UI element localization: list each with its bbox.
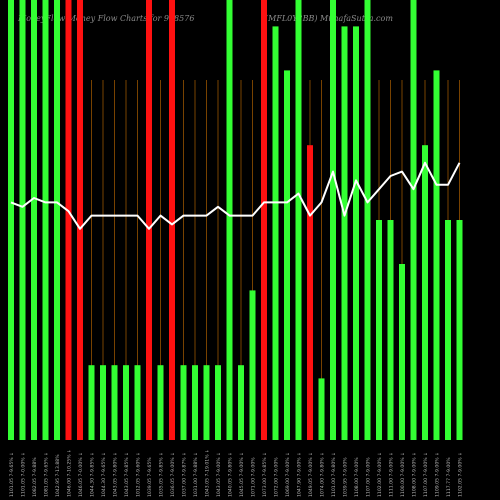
bar [272, 26, 279, 441]
price-line-layer [10, 161, 461, 230]
bar [157, 365, 164, 440]
bar [123, 365, 129, 440]
price-line [10, 161, 461, 230]
bar [180, 365, 187, 440]
x-tick-label: 1042.95 7-13.88% [55, 454, 61, 497]
x-tick-label: 1111.00 7-9.00% ↓ [389, 452, 395, 497]
bar [422, 145, 428, 440]
x-tick-label: 1045.05 7-9.00% ↓ [239, 452, 245, 497]
x-tick-label: 1046.05 7-0.00% ↓ [78, 452, 84, 497]
x-tick-label: 1108.00 7-9.00% ↓ [412, 452, 418, 497]
bar [261, 0, 267, 440]
bar [307, 145, 313, 440]
x-tick-label: 1044.30 7-9.85% ↓ [90, 452, 96, 497]
x-tick-label: 1101.00 7-9.80% ↓ [331, 452, 337, 497]
bar [146, 0, 152, 440]
x-tick-label: 1101.05 7-9.65% ↓ [9, 452, 15, 497]
x-tick-label: 1035.05 7-9.85% ↓ [159, 452, 165, 497]
x-tick-label: 1109.05 7-9.00% ↓ [435, 452, 441, 497]
x-tick-label: 1043.05 7-9.85% ↓ [124, 452, 130, 497]
x-tick-label: 1031.00 7-9.88% ↓ [193, 452, 199, 497]
bar [284, 70, 290, 441]
bar [54, 0, 60, 440]
bar [226, 0, 233, 440]
bar [330, 0, 336, 440]
x-tick-label: 1039.05 7-9.65% [147, 457, 153, 497]
x-tick-label: 1043.05 7-19.01% ↓ [205, 449, 211, 497]
bar [65, 0, 72, 440]
bar [353, 26, 359, 441]
chart-title-right: (MFL0Y2BB) MunafaSutra.com [265, 14, 393, 23]
bar [169, 0, 175, 440]
bar [100, 365, 106, 440]
x-tick-label: 1101.05 7-0.00% ↓ [21, 452, 27, 497]
x-tick-label: 1081.05 7-9.65% ↓ [44, 452, 50, 497]
x-tick-label: 1102.00 7-9.00% ↓ [377, 452, 383, 497]
x-tick-label: 1107.00 7-9.00% ↓ [423, 452, 429, 497]
bar [31, 0, 37, 440]
bar [8, 0, 14, 440]
bar [399, 264, 405, 440]
bar [341, 26, 348, 441]
x-tick-label: 1037.00 7-9.87% ↓ [182, 452, 188, 497]
x-tick-label: 1043.05 7-9.00% ↓ [216, 452, 222, 497]
bars [8, 0, 463, 441]
bar [19, 0, 26, 440]
x-tick-label: 1117.77 7-9.00% [446, 457, 452, 497]
x-tick-label: 1108.00 7-9.00% [354, 457, 360, 497]
bar [192, 365, 198, 440]
bar [134, 365, 141, 440]
x-tick-labels: 1101.05 7-9.65% ↓ 1101.05 7-0.00% ↓ 1082.0… [9, 449, 464, 497]
bar [433, 70, 440, 441]
bar [410, 0, 417, 440]
bar [318, 378, 325, 440]
x-tick-label: 1072.00 7-9.00% [274, 457, 280, 497]
bar [445, 220, 451, 440]
bar [88, 365, 95, 440]
x-tick-label: 1073.00 7-9.85% ↓ [262, 452, 268, 497]
x-tick-label: 1040.05 7-9.80% ↓ [228, 452, 234, 497]
bar [42, 0, 49, 440]
x-tick-label: 1044.30 7-9.65% ↓ [101, 452, 107, 497]
bar [295, 0, 302, 440]
x-tick-label: 1107.00 7-9.00% [366, 457, 372, 497]
x-tick-label: 1043.05 7-9.80% ↓ [113, 452, 119, 497]
bar [238, 365, 244, 440]
x-tick-label: 1074.00 7-9.80% ↓ [320, 452, 326, 497]
bar [77, 0, 83, 440]
x-tick-label: 1036.05 7-9.00% ↓ [170, 452, 176, 497]
x-tick-label: 1046.00 7-10.25% ↓ [67, 449, 73, 497]
x-tick-label: 1047.90 7-9.00% ↓ [297, 452, 303, 497]
x-tick-label: 1049.05 7-9.00% ↓ [308, 452, 314, 497]
x-tick-label: 1039.95 7-9.00% [343, 457, 349, 497]
bar [249, 290, 256, 440]
bar [387, 220, 394, 440]
bar [456, 220, 463, 440]
x-tick-label: 1071.00 7-9.00% [251, 457, 257, 497]
x-tick-label: 1082.05 7-9.88% [32, 457, 38, 497]
bar [215, 365, 221, 440]
x-tick-label: 1102.05 7-9.00% ↓ [458, 452, 464, 497]
bar [111, 365, 118, 440]
chart-title-left: MoneyFlow Money Flow Charts for 938576 [18, 14, 195, 23]
bar [364, 0, 371, 440]
x-tick-label: 1069.00 7-9.00% ↓ [285, 452, 291, 497]
bar [203, 365, 210, 440]
x-tick-label: 1100.00 7-9.00% ↓ [400, 452, 406, 497]
bar [376, 220, 382, 440]
x-tick-label: 1012.05 7-9.60% ↓ [136, 452, 142, 497]
